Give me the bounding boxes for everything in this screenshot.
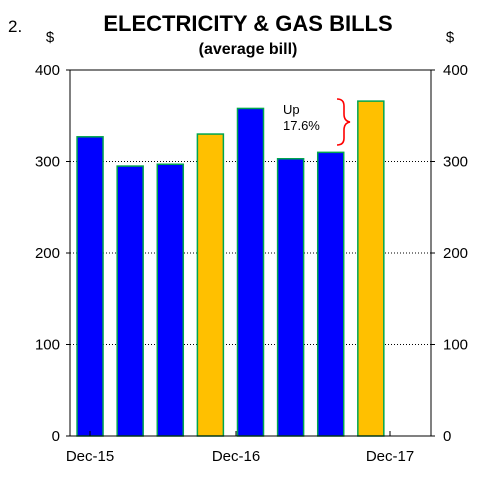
chart-number: 2. (8, 17, 22, 36)
y-unit-right: $ (446, 29, 455, 46)
red-bracket (336, 98, 351, 146)
bar (76, 136, 104, 437)
x-axis-ticks: Dec-15 Dec-16 Dec-17 (66, 431, 414, 465)
y-tick-label-right: 0 (443, 428, 451, 445)
bar (357, 100, 385, 437)
bar (196, 133, 225, 437)
annotation-line-1: Up (283, 102, 300, 117)
y-tick-label-right: 100 (443, 337, 468, 354)
annotation-line-2: 17.6% (283, 118, 320, 133)
x-tick-label: Dec-16 (212, 448, 260, 465)
y-tick-label-right: 300 (443, 154, 468, 171)
y-tick-label-left: 200 (35, 245, 60, 262)
y-axis-ticks: 0 0 100 100 200 200 300 300 400 400 (35, 62, 468, 445)
bar (276, 158, 305, 437)
y-tick-label-left: 400 (35, 62, 60, 79)
bar (236, 107, 265, 437)
x-tick-label: Dec-17 (366, 448, 414, 465)
y-tick-label-right: 400 (443, 62, 468, 79)
bars (76, 100, 385, 437)
chart-subtitle: (average bill) (199, 41, 298, 58)
y-unit-left: $ (46, 29, 55, 46)
chart-title: ELECTRICITY & GAS BILLS (103, 11, 392, 36)
y-tick-label-right: 200 (443, 245, 468, 262)
bar (156, 163, 185, 437)
increase-annotation: Up 17.6% (283, 98, 351, 146)
y-tick-label-left: 0 (52, 428, 60, 445)
bar (116, 165, 144, 437)
bar (316, 151, 345, 437)
y-tick-label-left: 100 (35, 337, 60, 354)
y-tick-label-left: 300 (35, 154, 60, 171)
x-tick-label: Dec-15 (66, 448, 114, 465)
